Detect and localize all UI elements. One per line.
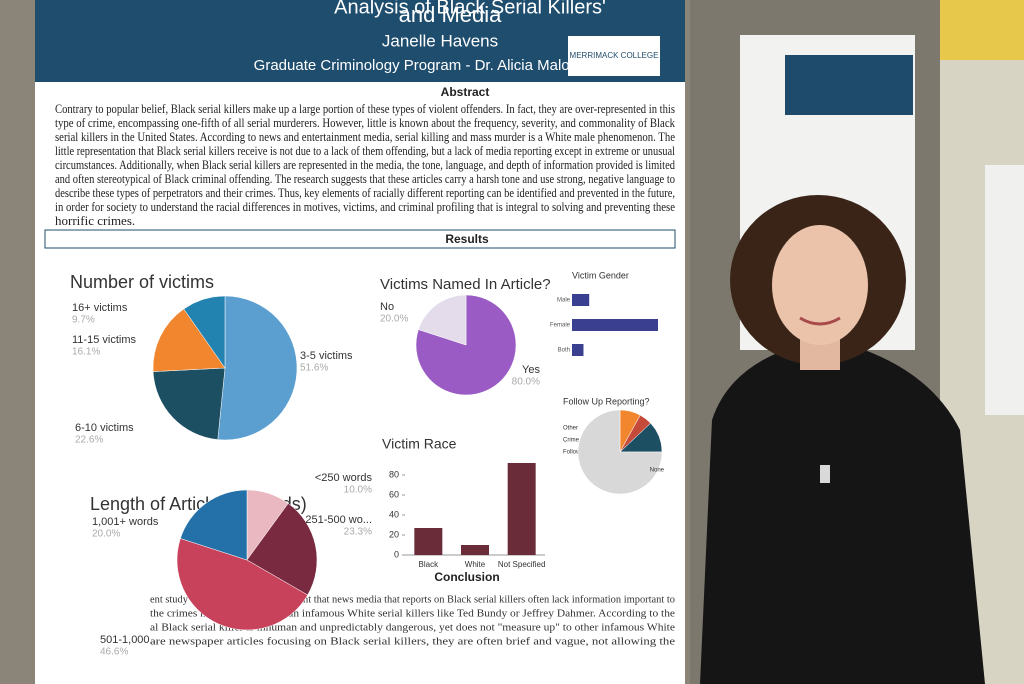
slice-label: No: [380, 301, 394, 313]
slice-label: 3-5 victims: [300, 350, 353, 362]
poster: [35, 0, 685, 684]
slice-value-label: 23.3%: [344, 527, 372, 538]
second-poster-header: [785, 55, 913, 115]
logo-box: [568, 36, 660, 76]
bar: [461, 545, 489, 555]
x-tick-label: Black: [419, 560, 440, 569]
x-tick-label: Not Specified: [498, 560, 546, 569]
author: Janelle Havens: [382, 31, 498, 50]
y-tick-label: Male: [557, 298, 571, 304]
title-line: and Media: [399, 2, 503, 27]
pie-slice: [152, 367, 226, 440]
bar: [572, 294, 590, 306]
slice-label: None: [650, 468, 665, 474]
slice-label: Yes: [522, 364, 540, 376]
pie-slice: [577, 409, 663, 495]
x-tick-label: White: [465, 560, 486, 569]
abstract-line: type of crime, encompassing one-fifth of…: [55, 115, 675, 130]
results-heading: Results: [445, 232, 489, 246]
third-poster: [985, 165, 1024, 415]
slice-value-label: 16.1%: [72, 347, 100, 358]
abstract-line: little representation that Black serial …: [55, 143, 675, 158]
slice-label: 6-10 victims: [75, 422, 134, 434]
bangs: [765, 207, 875, 245]
chart-title: Victim Gender: [572, 270, 629, 280]
abstract-line: horrific crimes.: [55, 213, 135, 228]
results-bar: [44, 229, 676, 249]
slice-label: Other: [563, 426, 578, 432]
y-tick-label: 40: [389, 509, 399, 519]
abstract-line: and often stereotypical of Black crimina…: [55, 171, 675, 186]
pie-slice: [217, 295, 298, 441]
slice-label: 1,001+ words: [92, 516, 159, 528]
abstract-line: Contrary to popular belief, Black serial…: [55, 101, 675, 116]
abstract-line: in order for society to understand the r…: [55, 199, 675, 214]
program: Graduate Criminology Program - Dr. Alici…: [254, 57, 587, 74]
slice-value-label: 80.0%: [512, 377, 540, 388]
conclusion-line: ent study have supported the argument th…: [150, 594, 675, 605]
y-tick-label: 80: [389, 469, 399, 479]
conclusion-line: al Black serial killer is inhuman and un…: [150, 622, 676, 633]
y-tick-label: 0: [394, 549, 399, 559]
chart-title: Number of victims: [70, 272, 214, 292]
abstract-line: describe these types of perpetrators and…: [55, 185, 675, 200]
abstract-line: circumstances. Additionally, when Black …: [55, 157, 675, 172]
y-tick-label: 60: [389, 489, 399, 499]
slice-label: <250 words: [315, 472, 373, 484]
y-tick-label: 20: [389, 529, 399, 539]
slice-label: 251-500 wo...: [305, 514, 372, 526]
conclusion-heading: Conclusion: [434, 570, 499, 584]
torso: [700, 345, 985, 684]
abstract-heading: Abstract: [441, 85, 490, 99]
conclusion-line: are newspaper articles focusing on Black…: [150, 636, 676, 647]
chart-title: Victim Race: [382, 436, 457, 452]
person: [700, 195, 985, 684]
y-tick-label: Both: [558, 348, 570, 354]
pie-slice: [152, 308, 226, 372]
slice-value-label: 10.0%: [344, 485, 372, 496]
slice-label: Follow-up: [563, 450, 590, 456]
pie-slice: [176, 538, 308, 631]
chart-title: Victims Named In Article?: [380, 276, 551, 293]
bar: [572, 319, 658, 331]
pie-slice: [183, 295, 226, 369]
pie-slice: [180, 489, 248, 561]
abstract-line: serial killers in the United States. Acc…: [55, 129, 675, 144]
title-line: Analysis of Black Serial Killers': [334, 0, 606, 18]
slice-label: 11-15 victims: [72, 334, 136, 346]
slice-value-label: 51.6%: [300, 363, 328, 374]
pie-slice: [246, 503, 318, 596]
chart-title: Follow Up Reporting?: [563, 396, 650, 406]
slice-label: 501-1,000...: [100, 634, 159, 646]
slice-value-label: 20.0%: [92, 529, 120, 540]
smile: [799, 316, 841, 326]
face: [772, 225, 868, 345]
conclusion-line: the crimes much differently than infamou…: [150, 608, 676, 619]
y-tick-label: Female: [550, 323, 571, 329]
slice-value-label: 9.7%: [72, 315, 95, 326]
bar: [414, 528, 443, 555]
slice-label: 16+ victims: [72, 302, 128, 314]
slice-value-label: 46.6%: [100, 647, 128, 658]
logo-text: MERRIMACK COLLEGE: [570, 51, 659, 60]
slice-value-label: 22.6%: [75, 435, 103, 446]
bar: [507, 463, 536, 555]
pie-slice: [418, 294, 467, 346]
pendant: [820, 465, 830, 483]
bar: [572, 344, 584, 356]
slice-value-label: 20.0%: [380, 314, 408, 325]
